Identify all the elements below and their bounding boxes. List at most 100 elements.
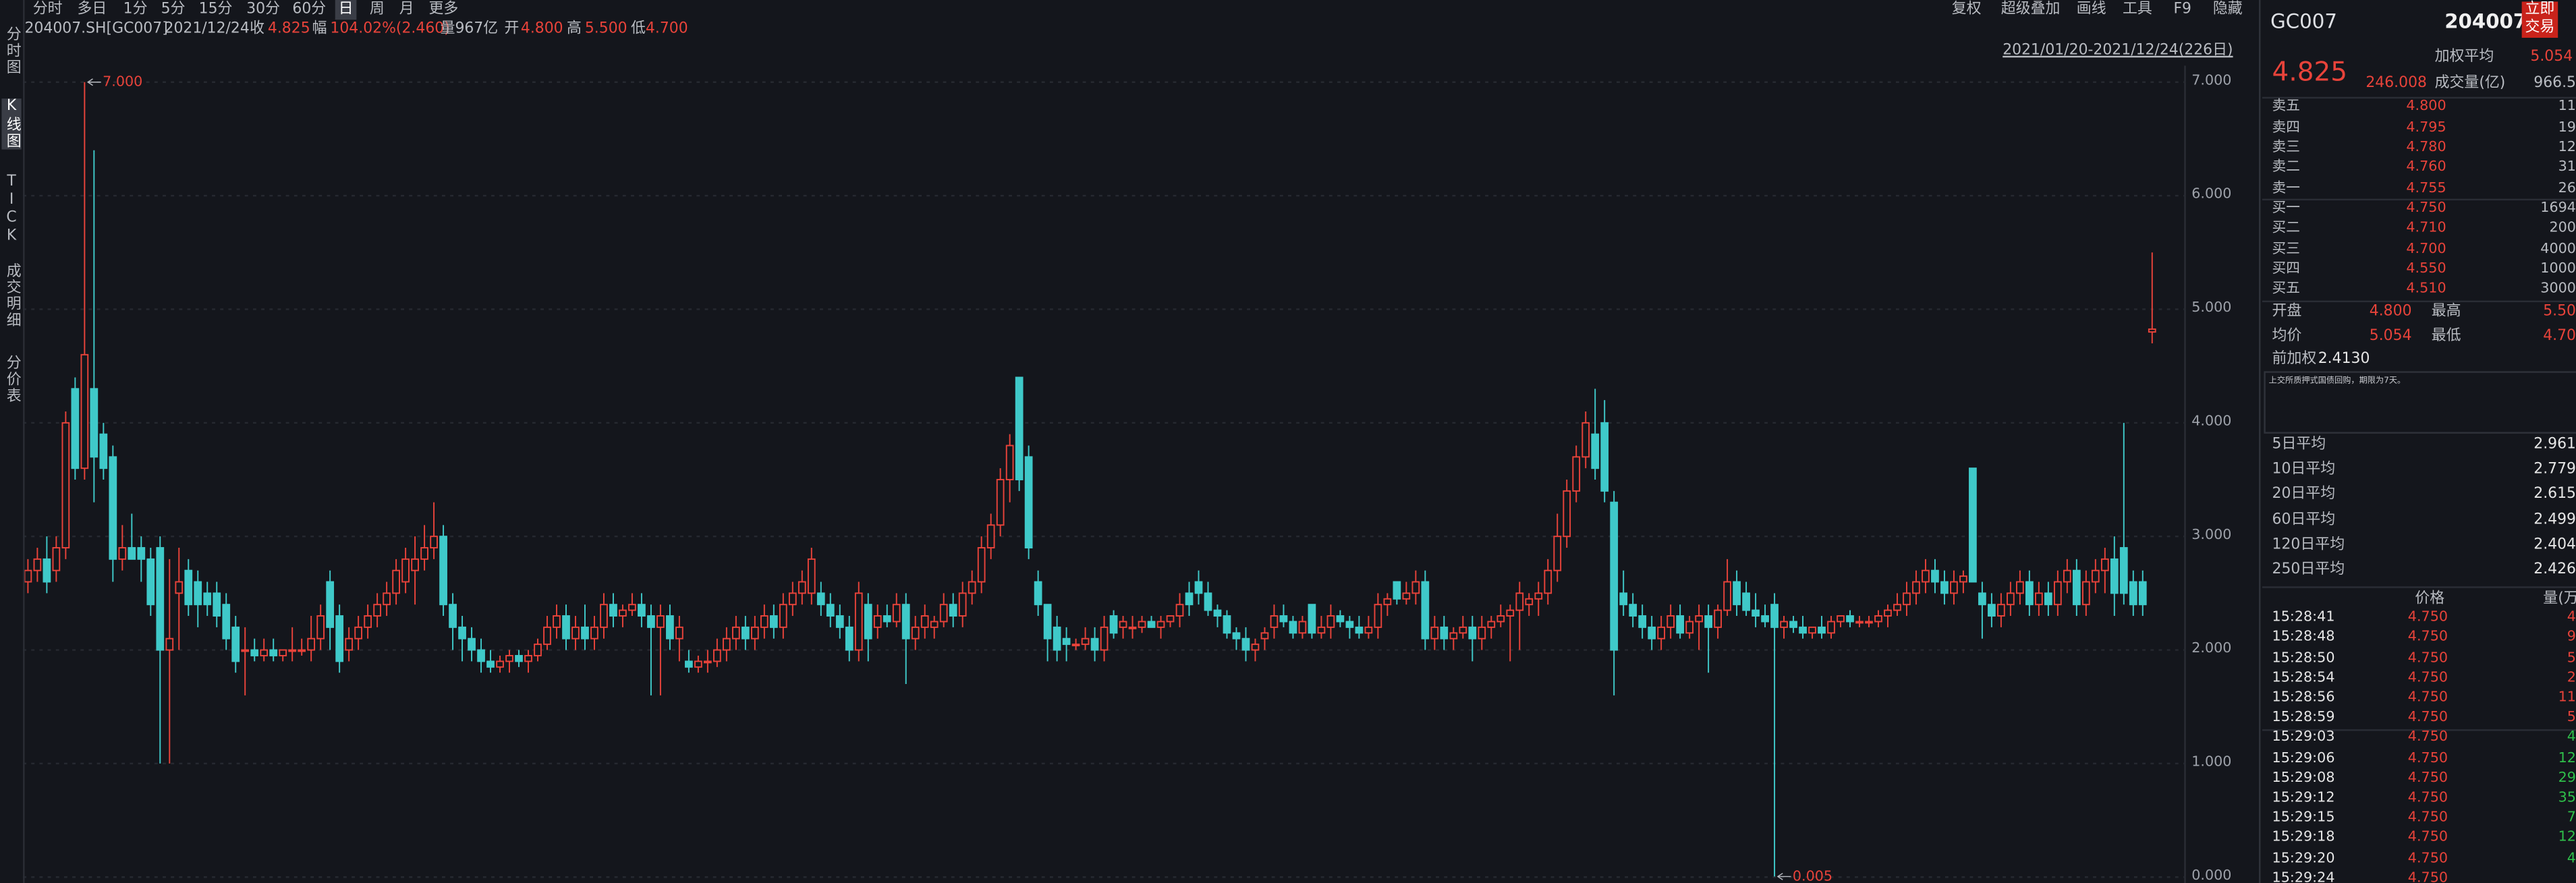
quote-open-label: 开 [504,21,520,38]
candle-body [1308,604,1316,634]
book-price: 4.550 [2406,261,2446,278]
stat-value: 4.800 [2369,304,2412,320]
candle-body [165,637,174,651]
trade-button[interactable]: 立即交易 [2521,1,2558,38]
candle-body [2119,547,2128,594]
candle-body [977,547,986,583]
candle-body [1393,581,1401,600]
candle-body [1487,621,1496,628]
side-tab[interactable]: TICK [3,174,20,247]
candle-body [2081,581,2090,606]
candle-body [146,558,155,606]
period-tab[interactable]: 更多 [428,1,459,18]
candle-body [1402,592,1411,600]
candle-body [1223,615,1231,634]
side-tab[interactable]: K线图 [1,98,22,150]
candle-body [1317,626,1326,634]
candle-body [968,581,976,594]
candle-body [1449,632,1458,639]
side-tab[interactable]: 分时图 [3,26,20,76]
candle-body [1969,467,1977,583]
trades-header: 价格 [2415,591,2445,608]
candle-body [420,547,428,560]
period-tab[interactable]: 1分 [123,1,148,18]
candle-body [1005,445,1014,480]
book-label: 卖五 [2272,98,2300,116]
tool-button[interactable]: 工具 [2122,1,2152,18]
candle-body [468,637,476,651]
period-tab[interactable]: 月 [399,1,414,18]
candle-body [1440,626,1449,639]
candle-body [883,615,891,623]
period-tab[interactable]: 日 [335,0,357,20]
candle-body [986,524,995,548]
candle-body [1024,456,1033,548]
candle-body [1940,581,1949,594]
range-label[interactable]: 2021/01/20-2021/12/24(226日) [2003,42,2233,59]
candle-body [1336,615,1345,623]
candle-body [656,615,665,628]
candle-body [1563,490,1571,538]
tool-button[interactable]: 超级叠加 [2000,1,2061,18]
stock-code: GC007 [2270,9,2337,32]
trade-price: 4.750 [2407,609,2448,627]
book-price: 4.780 [2406,139,2446,156]
candle-body [128,547,136,560]
annotation-label: 7.000 [103,74,142,90]
candle-body [920,615,929,628]
candle-body [1260,632,1269,639]
candle-body [1166,615,1175,623]
candle-body [1922,569,1930,583]
candle-body [1931,569,1939,583]
candle-body [1071,644,1080,647]
separator [2262,300,2576,303]
period-tab[interactable]: 5分 [161,1,186,18]
candle-body [1355,626,1364,634]
candle-body [1827,621,1835,634]
candle-body [1591,433,1600,469]
period-tab[interactable]: 分时 [32,1,63,18]
tool-button[interactable]: 复权 [1951,1,1982,18]
period-tab[interactable]: 30分 [246,1,281,18]
period-tab[interactable]: 15分 [198,1,233,18]
stock-number: 204007 [2444,9,2527,32]
candle-body [1846,615,1854,623]
candle-body [1090,637,1099,651]
candle-body [1714,609,1722,628]
candle-body [524,654,532,662]
candle-body [213,592,221,617]
period-tab[interactable]: 周 [369,1,385,18]
candle-body [835,615,844,628]
side-tab[interactable]: 成交明细 [3,262,20,329]
candle-body [1138,621,1146,628]
trade-time: 15:29:24 [2272,870,2335,883]
candle-body [1185,592,1194,606]
candle-body [1279,615,1288,623]
candle-body [1761,615,1769,623]
separator [2262,96,2576,99]
tool-button[interactable]: 隐藏 [2212,1,2243,18]
annotation-arrow-head [1776,872,1783,880]
period-tab[interactable]: 多日 [77,1,107,18]
candle-body [760,615,768,628]
candle-body [1544,569,1552,594]
candle-body [505,654,513,662]
candle-body [1553,536,1562,571]
side-tab[interactable]: 分价表 [3,354,20,404]
trade-time: 15:29:15 [2272,810,2335,827]
trade-volume: 7 [2567,810,2576,827]
trade-price: 4.750 [2407,629,2448,647]
trade-price: 4.750 [2407,749,2448,767]
book-qty: 11 [2558,98,2576,116]
tool-button[interactable]: F9 [2173,1,2191,18]
candle-body [750,626,759,639]
candle-body [1676,615,1685,634]
avg-period-label: 250日平均 [2272,561,2345,579]
trade-price: 4.750 [2407,650,2448,666]
tool-button[interactable]: 画线 [2076,1,2106,18]
candle-body [1062,637,1071,646]
trade-price: 4.750 [2407,770,2448,787]
candle-body [383,592,391,606]
book-price: 4.795 [2406,119,2446,136]
period-tab[interactable]: 60分 [292,1,327,18]
